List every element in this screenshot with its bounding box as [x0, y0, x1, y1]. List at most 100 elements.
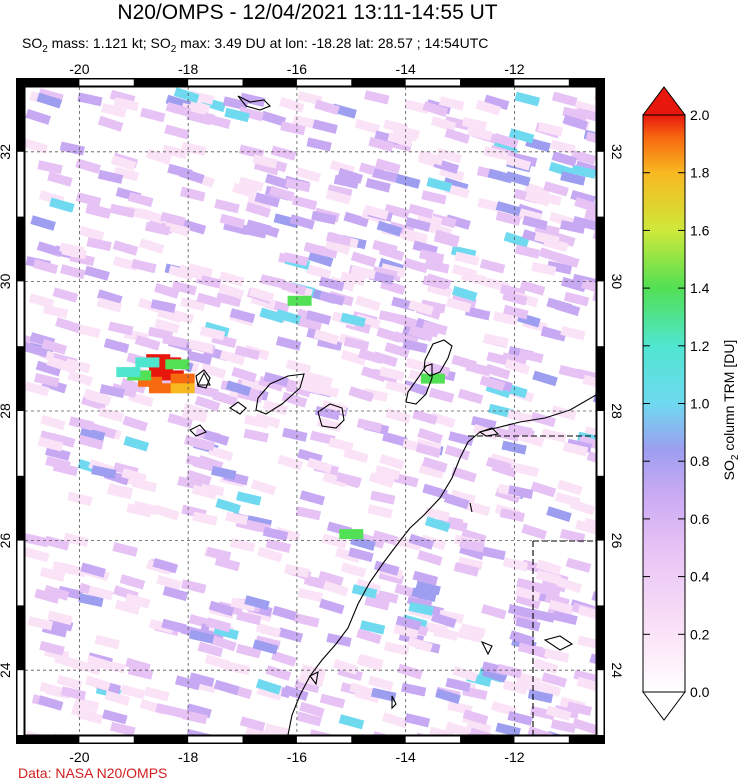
so2-pixel [194, 395, 221, 412]
so2-pixel [356, 418, 383, 433]
so2-pixel [543, 237, 569, 253]
coastlines [189, 95, 596, 735]
so2-pixel [295, 166, 321, 183]
so2-pixel [359, 620, 386, 635]
island-madeira [237, 95, 271, 111]
so2-pixel [554, 300, 581, 317]
so2-pixel [384, 204, 410, 219]
so2-pixel [385, 408, 411, 424]
so2-pixel [340, 349, 367, 366]
so2-pixel [348, 386, 375, 403]
x-tick-label-bottom: -20 [69, 749, 89, 765]
so2-pixel [543, 181, 569, 197]
frame-segment [514, 736, 569, 743]
so2-pixel [325, 232, 352, 247]
so2-pixel [434, 229, 460, 246]
so2-pixel [402, 257, 429, 274]
so2-pixel [264, 173, 291, 190]
so2-pixel [515, 586, 541, 602]
so2-pixel [516, 577, 542, 593]
so2-pixel [457, 556, 484, 571]
so2-pixel [97, 115, 124, 132]
so2-pixel [212, 390, 238, 407]
so2-pixel [91, 465, 117, 479]
so2-pixel [368, 136, 394, 152]
so2-pixel [162, 334, 188, 349]
y-tick-label-left: 26 [0, 533, 13, 549]
so2-pixel [218, 271, 245, 287]
so2-pixel [372, 351, 398, 367]
frame-segment [296, 736, 352, 743]
x-tick-label-top: -14 [396, 61, 416, 77]
so2-pixel [188, 629, 215, 644]
so2-pixel [57, 585, 84, 601]
so2-pixel [59, 141, 86, 156]
so2-pixel [424, 507, 451, 522]
frame-segment [188, 79, 243, 86]
so2-pixel [373, 560, 400, 576]
so2-pixel [174, 675, 201, 691]
so2-pixel [384, 342, 410, 358]
african-coastline [287, 394, 596, 735]
so2-pixel [340, 562, 367, 578]
so2-pixel [529, 706, 556, 720]
so2-pixel [435, 688, 461, 705]
so2-pixel [481, 604, 507, 620]
so2-pixel [422, 456, 448, 473]
so2-pixel [503, 304, 529, 320]
so2-pixel [294, 678, 320, 693]
so2-pixel [513, 462, 539, 478]
so2-pixel [254, 192, 281, 208]
so2-pixel [384, 641, 410, 656]
so2-pixel [468, 727, 495, 735]
x-tick-label-top: -12 [504, 61, 524, 77]
so2-pixel [144, 221, 171, 236]
so2-pixel [548, 599, 574, 615]
so2-pixel [562, 442, 589, 457]
so2-pixel [420, 299, 446, 314]
so2-pixel [363, 204, 389, 220]
so2-pixel [319, 693, 346, 709]
so2-pixel [355, 295, 381, 312]
so2-pixel [96, 297, 123, 313]
so2-pixel [122, 415, 148, 432]
so2-pixel [394, 173, 421, 189]
colorbar-tick-label: 2.0 [690, 107, 710, 123]
so2-pixel [284, 563, 310, 578]
so2-pixel [99, 384, 126, 399]
so2-pixel [85, 204, 112, 219]
so2-pixel [75, 659, 102, 676]
x-tick-label-bottom: -14 [396, 749, 416, 765]
chart-title: N20/OMPS - 12/04/2021 13:11-14:55 UT [117, 1, 498, 24]
so2-pixel [408, 601, 434, 616]
coast-feature [543, 635, 574, 651]
colorbar-tick-label: 1.4 [690, 280, 710, 296]
so2-pixel [52, 461, 79, 477]
so2-pixel [318, 598, 345, 615]
so2-pixel [295, 506, 322, 521]
so2-pixel [462, 709, 489, 725]
so2-pixel [298, 673, 324, 688]
so2-pixel [44, 535, 70, 551]
so2-pixel [73, 697, 100, 712]
so2-pixel [493, 133, 519, 149]
island-la-palma [195, 369, 211, 389]
so2-pixel [471, 416, 497, 431]
so2-pixel [60, 686, 87, 701]
so2-pixel [120, 684, 146, 700]
so2-pixel [47, 610, 73, 626]
so2-pixel [483, 146, 509, 161]
so2-pixel [120, 377, 147, 394]
so2-pixel [507, 604, 534, 619]
so2-pixel [484, 363, 511, 380]
colorbar-max-extend [642, 86, 686, 116]
so2-pixel [97, 289, 123, 306]
so2-pixel [119, 574, 146, 590]
so2-pixel [506, 409, 533, 424]
so2-pixel [114, 599, 141, 615]
so2-pixel [397, 663, 423, 680]
frame-segment [17, 281, 24, 347]
so2-pixel [392, 127, 418, 142]
so2-pixel [457, 628, 483, 643]
so2-pixel [411, 587, 437, 602]
